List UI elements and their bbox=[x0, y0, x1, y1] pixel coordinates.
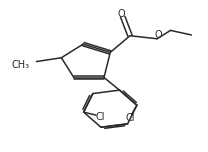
Text: O: O bbox=[118, 9, 125, 19]
Text: Cl: Cl bbox=[125, 113, 135, 123]
Text: Cl: Cl bbox=[96, 112, 105, 122]
Text: CH₃: CH₃ bbox=[12, 60, 30, 70]
Text: O: O bbox=[154, 30, 162, 40]
